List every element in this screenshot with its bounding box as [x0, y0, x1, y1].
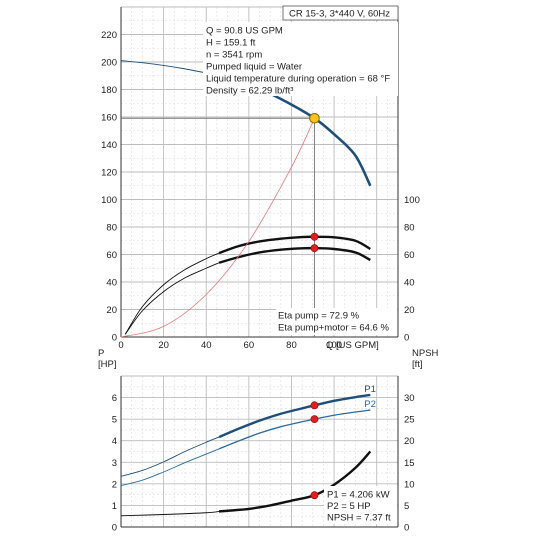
- efficiency-box-bg: [276, 308, 397, 335]
- x-tick-label: 60: [244, 340, 255, 351]
- title-box: CR 15-3, 3*440 V, 60Hz: [282, 5, 399, 21]
- series-line-eta-pump-motor: [218, 246, 371, 264]
- operating-point-head: [309, 112, 320, 124]
- left-tick-label: 20: [106, 305, 117, 316]
- efficiency-label: Eta pump = 72.9 %: [278, 311, 360, 322]
- chart-title: CR 15-3, 3*440 V, 60Hz: [289, 9, 390, 20]
- left-tick-label: 40: [106, 278, 117, 289]
- x-tick-labels: 0 20 40 60 80 100: [118, 340, 342, 351]
- left-tick-label: 0: [112, 333, 117, 344]
- power-info-line: P1 = 4.206 kW: [327, 490, 390, 501]
- left-tick-label: 60: [106, 250, 117, 261]
- performance-chart: 0204060801001201401601802002200204060801…: [98, 0, 426, 351]
- right-tick-label: 60: [404, 250, 415, 261]
- right-tick-label: 20: [404, 305, 415, 316]
- series-line-eta-pump-extended: [124, 252, 220, 335]
- operating-point-npsh: [310, 491, 319, 500]
- left-axis-label: P: [98, 348, 104, 359]
- right-tick-labels: 0 5 10 15 20 25 30: [404, 393, 415, 533]
- info-line: Q = 90.8 US GPM: [206, 26, 283, 37]
- left-tick-label: 3: [112, 458, 117, 469]
- left-axis-unit: [ft]: [98, 0, 109, 1]
- series-line-p1: [218, 393, 371, 439]
- right-axis-label: NPSH: [412, 348, 439, 359]
- power-info-box-bg: [324, 486, 397, 524]
- series-line-npsh: [218, 450, 372, 513]
- left-tick-label: 140: [101, 140, 117, 151]
- left-tick-label: 100: [101, 195, 117, 206]
- info-line: Density = 62.29 lb/ft³: [206, 86, 293, 97]
- power-chart: 0 1 2 3 4 5 6 0 5 10 15 20 25 30 P[HP] NPSH[ft] P1 P2 P1 =…: [98, 348, 439, 534]
- left-tick-label: 220: [101, 30, 117, 41]
- series-label-p2: P2: [364, 399, 376, 410]
- right-tick-label: 100: [404, 195, 420, 206]
- info-line: Liquid temperature during operation = 68…: [206, 74, 390, 85]
- left-tick-label: 160: [101, 113, 117, 124]
- left-tick-label: 5: [112, 415, 117, 426]
- right-tick-label: 0: [404, 523, 409, 534]
- x-axis-label: Q [US GPM]: [326, 340, 379, 351]
- right-tick-label: 80: [404, 223, 415, 234]
- series-line-eta-pump-motor-extended: [124, 262, 220, 335]
- series-line-p1-extended: [120, 436, 220, 477]
- series-line-power-parabola: [120, 118, 315, 338]
- left-tick-labels: 0 20 40 60 80 100 120 140 160 180 200 220: [101, 30, 117, 344]
- left-tick-label: 180: [101, 85, 117, 96]
- left-tick-label: 6: [112, 393, 117, 404]
- x-tick-label: 100: [326, 340, 342, 351]
- left-tick-label: 2: [112, 479, 117, 490]
- left-tick-label: 80: [106, 223, 117, 234]
- efficiency-label: Eta pump+motor = 64.6 %: [278, 323, 389, 334]
- efficiency-box: Eta pump = 72.9 %Eta pump+motor = 64.6 %: [276, 308, 397, 335]
- info-line: n = 3541 rpm: [206, 50, 262, 61]
- x-tick-label: 20: [158, 340, 169, 351]
- left-tick-label: 200: [101, 58, 117, 69]
- operating-point-eta-pump: [310, 232, 319, 241]
- series-line-npsh-extended: [120, 511, 220, 517]
- power-info-line: P2 = 5 HP: [327, 501, 371, 512]
- operating-point-p2: [310, 415, 319, 424]
- title-box-frame: [282, 5, 399, 21]
- right-tick-label: 0: [404, 333, 409, 344]
- left-axis-unit: [HP]: [98, 359, 116, 370]
- x-tick-label: 0: [118, 340, 123, 351]
- right-axis-unit: [ft]: [412, 359, 423, 370]
- series-line-p2: [218, 409, 371, 450]
- series-label-p1: P1: [364, 384, 376, 395]
- right-tick-label: 10: [404, 479, 415, 490]
- right-axis-unit: [%]: [412, 0, 426, 1]
- left-tick-label: 0: [112, 523, 117, 534]
- series-line-p2-extended: [120, 448, 220, 487]
- left-tick-labels: 0 1 2 3 4 5 6: [112, 393, 117, 533]
- right-tick-label: 40: [404, 278, 415, 289]
- left-tick-label: 1: [112, 501, 117, 512]
- right-tick-label: 30: [404, 393, 415, 404]
- info-box-bg: [203, 22, 398, 96]
- right-tick-label: 15: [404, 458, 415, 469]
- operating-point-p1: [310, 401, 319, 410]
- left-tick-label: 4: [112, 436, 117, 447]
- info-line: Pumped liquid = Water: [206, 62, 302, 73]
- power-info-line: NPSH = 7.37 ft: [327, 513, 391, 524]
- right-tick-labels: 0 20 40 60 80 100: [404, 195, 420, 344]
- x-tick-label: 80: [286, 340, 297, 351]
- operating-point-eta-pump-motor: [310, 244, 319, 253]
- right-tick-label: 25: [404, 415, 415, 426]
- info-line: H = 159.1 ft: [206, 38, 256, 49]
- right-tick-label: 5: [404, 501, 409, 512]
- left-tick-label: 120: [101, 168, 117, 179]
- right-tick-label: 20: [404, 436, 415, 447]
- x-tick-label: 40: [201, 340, 212, 351]
- series-line-eta-pump: [218, 235, 371, 255]
